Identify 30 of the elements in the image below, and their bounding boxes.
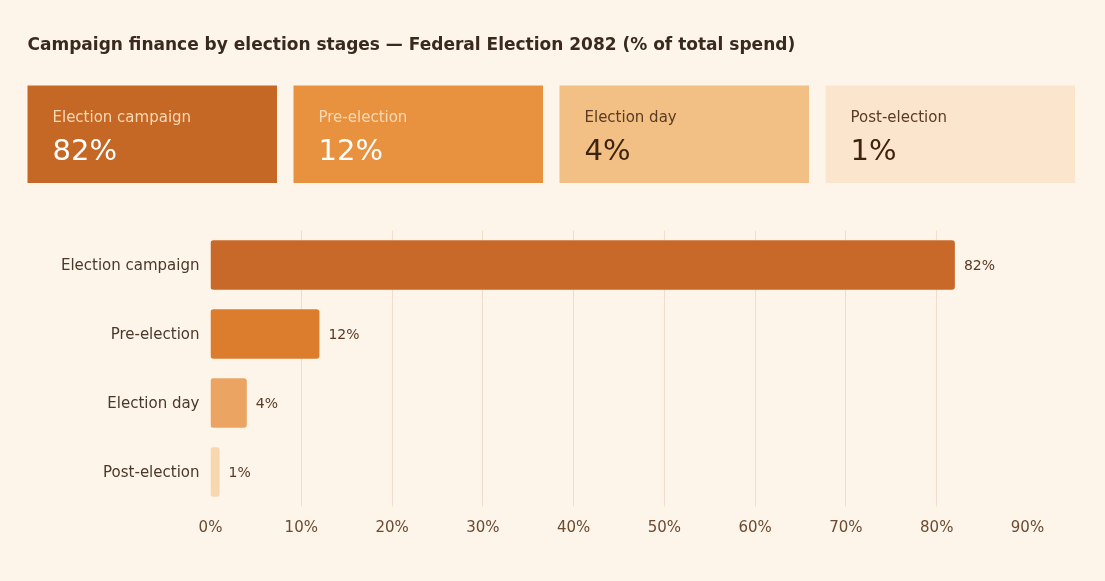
x-tick-label: 50% (647, 517, 682, 536)
category-label: Pre-election (318, 107, 408, 126)
text: Campaign finance by election stages — Federal Election 2082 (% of total spend) (27, 33, 796, 54)
x-tick-label: 0% (198, 517, 223, 536)
data-label: 82% (52, 132, 117, 167)
bar (210, 240, 955, 290)
data-label: 82% (963, 257, 995, 273)
bar (210, 447, 220, 497)
x-tick-label: 80% (920, 517, 954, 536)
x-tick-label: 10% (284, 517, 318, 536)
x-tick-label: 30% (466, 517, 500, 536)
y-tick-label: Election day (107, 394, 200, 412)
y-tick-label: Post-election (103, 463, 200, 481)
x-tick-label: 40% (556, 517, 591, 536)
y-tick-label: Election campaign (60, 256, 200, 274)
y-tick-label: Pre-election (110, 325, 200, 343)
data-label: 12% (328, 326, 360, 342)
data-label: 4% (255, 395, 279, 411)
x-tick-label: 60% (738, 517, 772, 536)
category-label: Election day (584, 107, 677, 126)
x-tick-label: 70% (829, 517, 863, 536)
bar (210, 309, 320, 359)
data-label: 1% (228, 464, 251, 480)
data-label: 12% (318, 132, 383, 167)
bar (210, 378, 247, 428)
category-label: Post-election (850, 107, 947, 126)
x-tick-label: 20% (375, 517, 409, 536)
data-label: 4% (584, 132, 631, 167)
data-label: 1% (850, 132, 897, 167)
x-tick-label: 90% (1010, 517, 1045, 536)
